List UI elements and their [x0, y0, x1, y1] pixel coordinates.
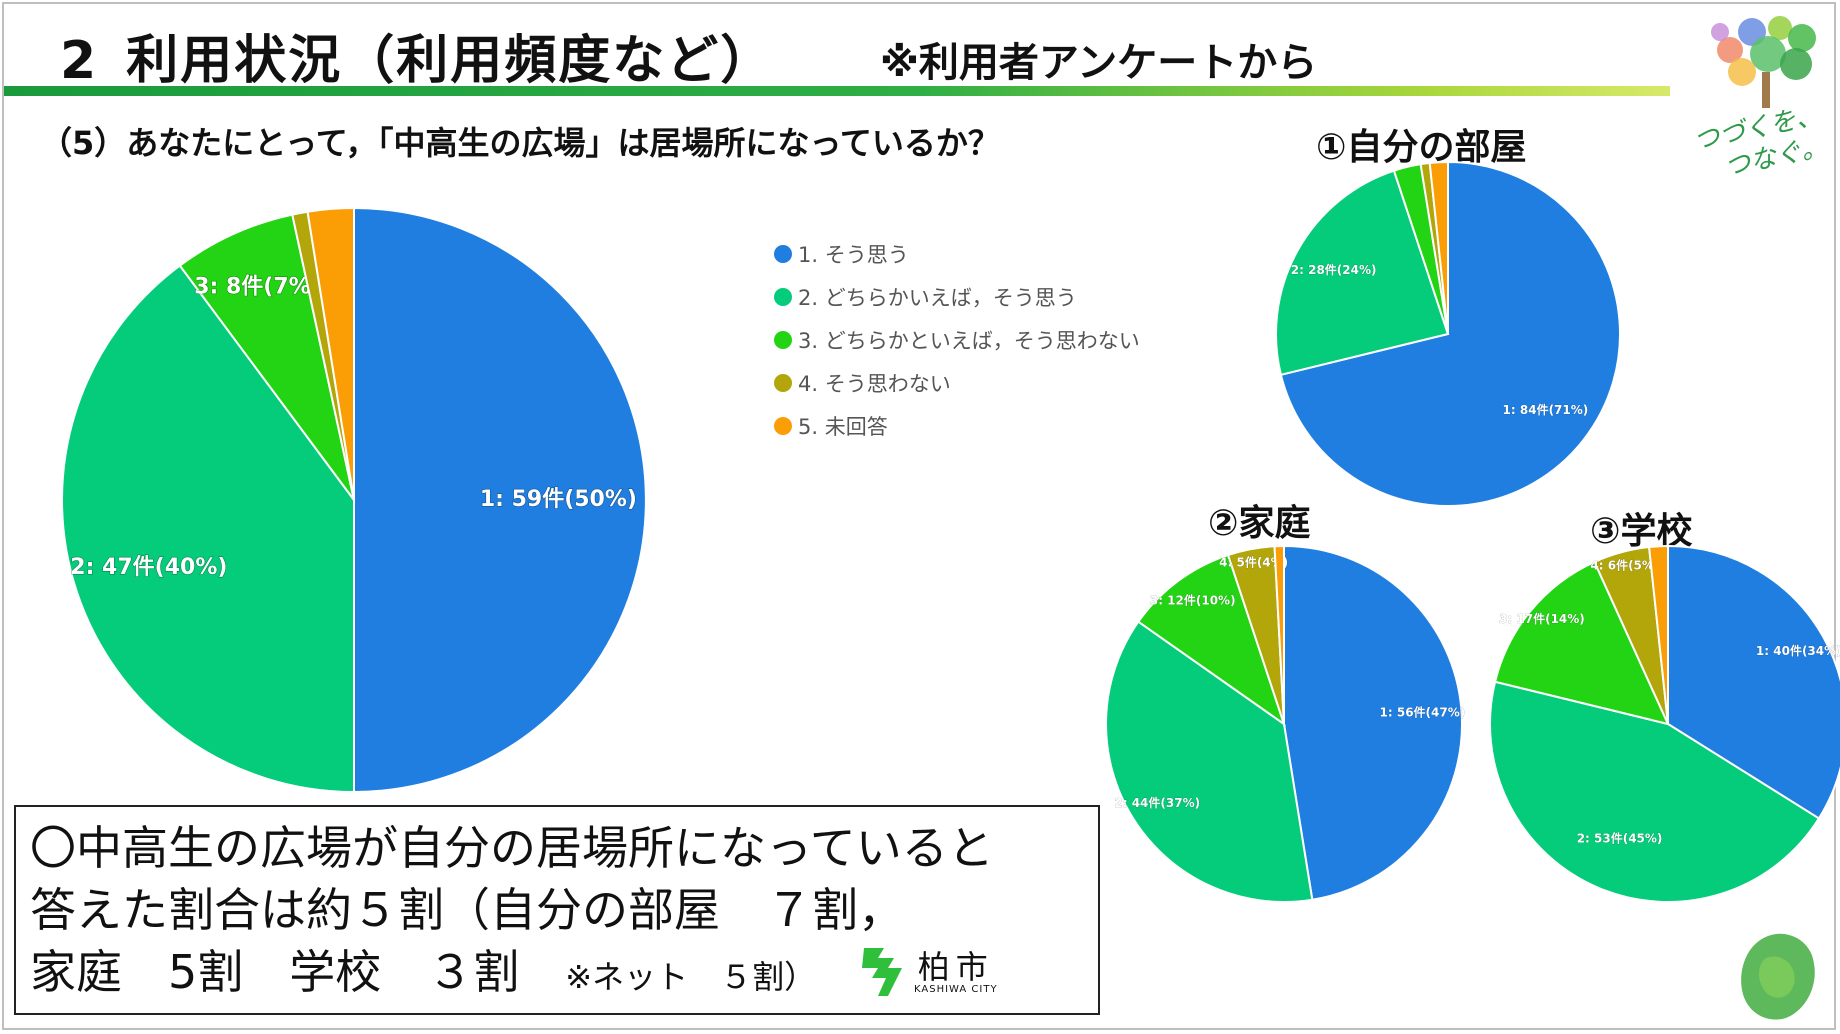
- slice-data-label: 4: 6件(5%): [1590, 558, 1659, 573]
- slice-data-label: 1: 40件(34%): [1756, 643, 1840, 658]
- slice-agree: [1279, 160, 1621, 507]
- pie-own-room: 1: 84件(71%) 2: 28件(24%): [1275, 160, 1621, 507]
- legend-swatch: [774, 330, 792, 349]
- pie-school: 1: 40件(34%) 2: 53件(45%) 3: 17件(14%) 4: 6件(5…: [1489, 544, 1840, 903]
- legend-label: 5. 未回答: [798, 414, 888, 439]
- chart-title-own-room: ①自分の部屋: [1316, 127, 1527, 168]
- slice-data-label: 2: 28件(24%): [1291, 262, 1377, 277]
- city-name-roman: KASHIWA CITY: [914, 983, 998, 995]
- slice-data-label: 3: 12件(10%): [1150, 593, 1236, 608]
- legend-swatch: [774, 373, 792, 392]
- slice-somewhat-agree: [1104, 620, 1314, 903]
- legend-label: 1. そう思う: [798, 242, 909, 267]
- legend-item: 1. そう思う: [774, 232, 1140, 275]
- slice-no-answer: [1428, 160, 1449, 335]
- slice-data-label: 2: 47件(40%): [70, 555, 227, 580]
- slice-somewhat-agree: [1275, 169, 1450, 377]
- slice-somewhat-agree: [1489, 680, 1821, 903]
- slice-no-answer: [1647, 544, 1669, 725]
- kashiwa-city-logo: 柏市 KASHIWA CITY: [858, 944, 998, 1000]
- legend-label: 3. どちらかといえば，そう思わない: [798, 328, 1140, 353]
- slice-somewhat-disagree: [178, 213, 355, 501]
- chart-legend: 1. そう思う 2. どちらかいえば，そう思う 3. どちらかといえば，そう思わ…: [774, 232, 1140, 447]
- summary-line-2: 答えた割合は約５割（自分の部屋 ７割，: [30, 883, 904, 937]
- slice-somewhat-disagree: [1493, 560, 1670, 726]
- title-note: ※利用者アンケートから: [880, 40, 1318, 86]
- city-name: 柏市: [917, 947, 994, 986]
- legend-item: 2. どちらかいえば，そう思う: [774, 275, 1140, 318]
- title-underline: [4, 86, 1670, 96]
- legend-swatch: [774, 244, 792, 263]
- slice-data-label: 1: 84件(71%): [1503, 402, 1589, 417]
- slice-no-answer: [306, 206, 355, 501]
- slice-agree: [1283, 544, 1463, 901]
- title-text: 利用状況（利用頻度など）: [126, 31, 775, 91]
- summary-line-3: 家庭 5割 学校 ３割 ※ネット ５割）: [30, 941, 1084, 1008]
- survey-question: （5）あなたにとって，「中高生の広場」は居場所になっているか？: [40, 124, 1000, 162]
- slice-data-label: 4: 5件(4%): [1219, 555, 1288, 570]
- legend-label: 4. そう思わない: [798, 371, 951, 396]
- slice-data-label: 2: 44件(37%): [1114, 795, 1200, 810]
- legend-item: 3. どちらかといえば，そう思わない: [774, 318, 1140, 361]
- slice-data-label: 3: 8件(7%): [194, 274, 321, 299]
- summary-line-3-main: 家庭 5割 学校 ３割: [30, 945, 520, 999]
- slice-agree: [353, 206, 647, 794]
- page-title: 2 利用状況（利用頻度など）: [60, 18, 774, 93]
- legend-item: 5. 未回答: [774, 404, 1140, 447]
- slice-no-answer: [1273, 544, 1285, 725]
- summary-line-1: 〇中高生の広場が自分の居場所になっていると: [30, 821, 994, 875]
- brand-tree-logo: [1711, 16, 1816, 108]
- legend-item: 4. そう思わない: [774, 361, 1140, 404]
- chart-title-home: ②家庭: [1208, 503, 1311, 544]
- slice-data-label: 2: 53件(45%): [1577, 830, 1663, 845]
- green-leaf-decoration: [1741, 933, 1815, 1020]
- summary-box: 〇中高生の広場が自分の居場所になっていると 答えた割合は約５割（自分の部屋 ７割…: [14, 805, 1100, 1015]
- pie-home: 1: 56件(47%) 2: 44件(37%) 3: 12件(10%) 4: 5件(4…: [1104, 544, 1466, 903]
- title-number: 2: [60, 31, 99, 91]
- legend-swatch: [774, 287, 792, 306]
- legend-swatch: [774, 416, 792, 435]
- legend-label: 2. どちらかいえば，そう思う: [798, 285, 1077, 310]
- slice-data-label: 1: 59件(50%): [480, 487, 637, 512]
- slice-data-label: 1: 56件(47%): [1380, 704, 1466, 719]
- slice-data-label: 3: 17件(14%): [1499, 611, 1585, 626]
- slice-somewhat-disagree: [1136, 553, 1286, 727]
- pie-overall: 1: 59件(50%) 2: 47件(40%) 3: 8件(7%): [61, 206, 647, 794]
- summary-line-3-note: ※ネット ５割）: [565, 958, 817, 996]
- city-emblem-icon: [862, 948, 902, 996]
- slice-somewhat-agree: [61, 264, 355, 794]
